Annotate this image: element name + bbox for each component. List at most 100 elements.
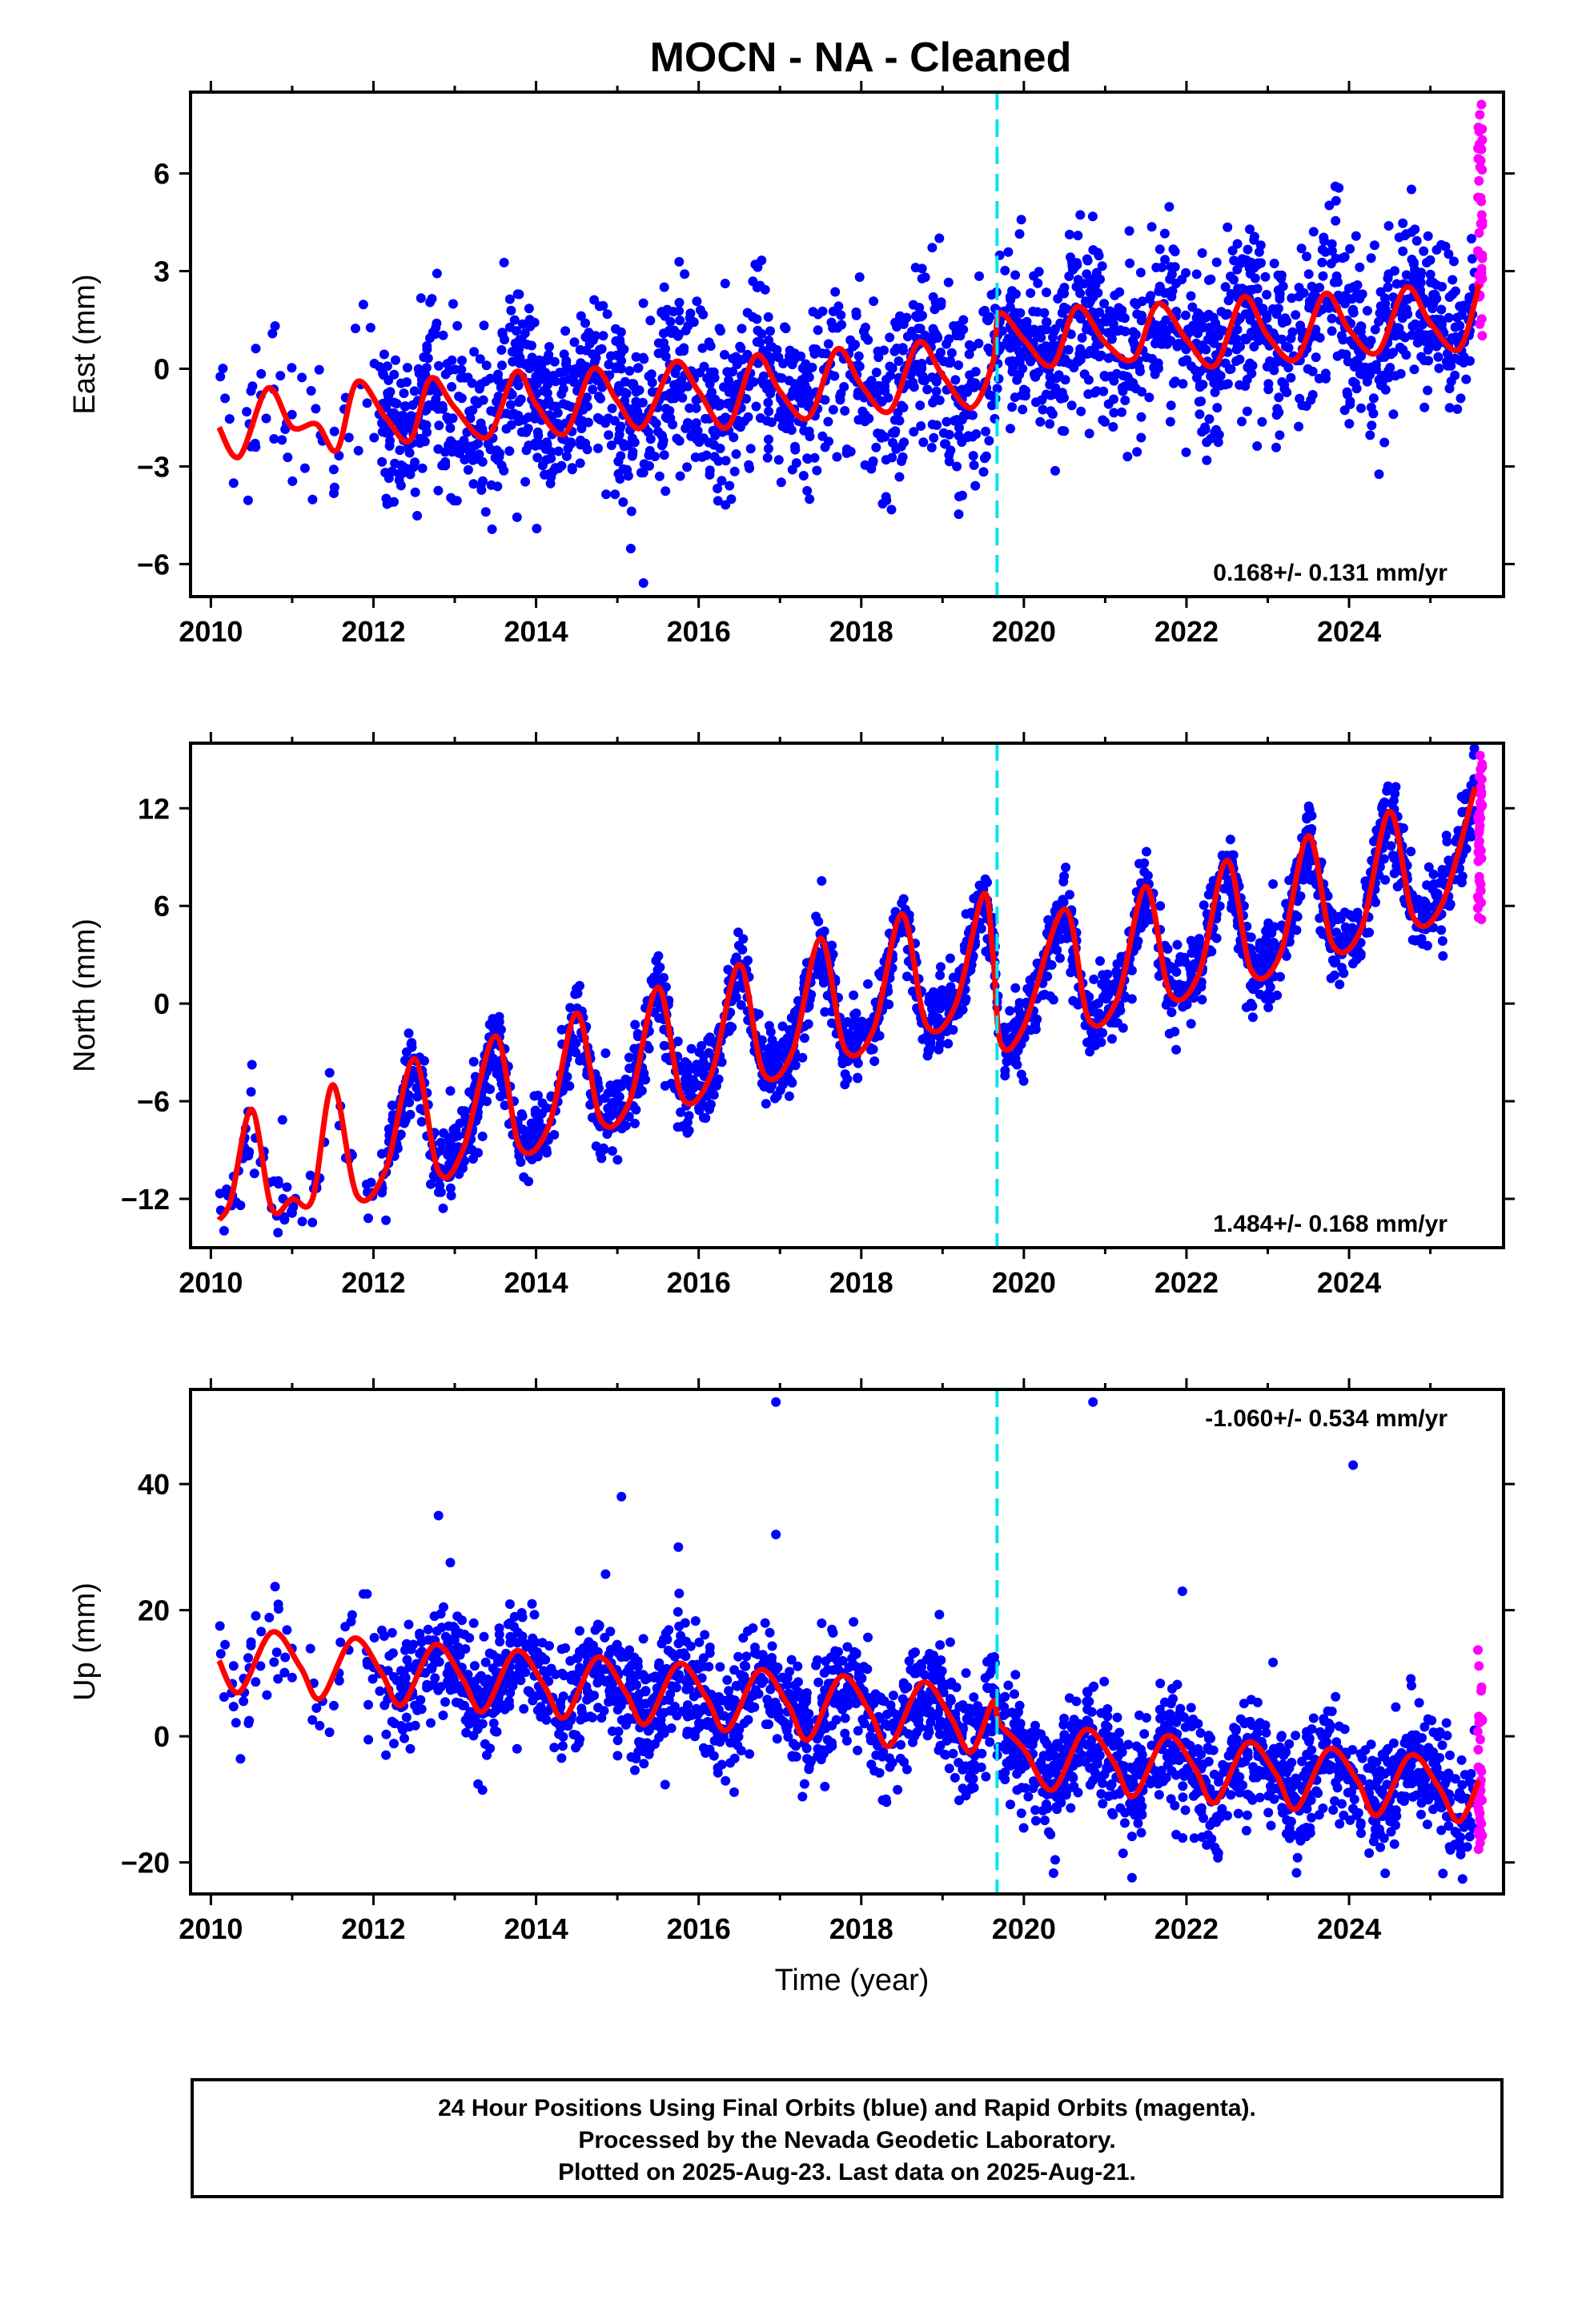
data-point-final [659, 450, 669, 460]
data-point-final [820, 395, 830, 405]
data-point-final [1186, 291, 1196, 301]
data-point-final [1016, 1069, 1026, 1080]
data-point-final [823, 339, 833, 349]
data-point-final [387, 1100, 397, 1111]
data-point-final [517, 1111, 528, 1121]
data-point-final [1319, 232, 1329, 243]
data-point-final [897, 452, 908, 462]
data-point-final [1136, 432, 1146, 443]
data-point-final [966, 907, 977, 918]
data-point-final [737, 324, 747, 334]
data-point-final [1370, 324, 1380, 335]
x-tick-label: 2010 [179, 615, 243, 648]
data-point-final [926, 1041, 936, 1051]
x-tick-label: 2022 [1154, 615, 1219, 648]
data-point-final [1455, 301, 1465, 312]
data-point-final [492, 455, 503, 465]
data-point-final [840, 406, 850, 416]
data-point-final [656, 440, 667, 451]
data-point-final [932, 331, 942, 341]
data-point-final [811, 344, 821, 355]
data-point-final [944, 429, 954, 440]
data-point-final [1296, 243, 1307, 254]
data-point-final [1318, 271, 1328, 281]
data-point-final [628, 447, 638, 457]
data-point-final [1031, 397, 1041, 408]
data-point-final [835, 392, 845, 402]
data-point-final [1227, 850, 1238, 860]
data-point-final [743, 955, 753, 966]
data-point-final [778, 1037, 789, 1047]
data-point-final [439, 1128, 448, 1138]
data-point-final [1186, 935, 1196, 946]
data-point-final [1128, 327, 1138, 337]
data-point-final [790, 444, 801, 455]
data-point-final [287, 363, 297, 373]
data-point-final [363, 1213, 373, 1224]
data-point-final [1069, 263, 1079, 273]
data-point-final [417, 375, 427, 385]
data-point-final [1357, 289, 1367, 300]
data-point-final [720, 279, 730, 288]
data-point-final [433, 444, 444, 454]
data-point-final [1281, 951, 1291, 961]
data-point-final [1007, 286, 1018, 296]
data-point-final [1086, 345, 1095, 356]
data-point-final [773, 412, 784, 422]
data-point-final [1247, 983, 1258, 994]
data-point-final [1215, 371, 1226, 381]
plot-frame [189, 742, 1505, 1249]
data-point-final [802, 384, 812, 395]
data-point-final [553, 446, 564, 456]
data-point-final [1090, 999, 1100, 1010]
data-point-final [871, 442, 881, 452]
data-point-final [299, 463, 310, 473]
data-point-final [1139, 866, 1150, 877]
data-point-final [776, 477, 786, 488]
data-point-final [1089, 974, 1099, 984]
data-point-rapid [1477, 250, 1488, 260]
data-point-final [1283, 363, 1294, 372]
data-point-final [1461, 374, 1472, 384]
data-point-final [1155, 901, 1166, 911]
data-point-final [1457, 806, 1468, 817]
data-point-final [929, 432, 939, 443]
data-point-final [1013, 1046, 1023, 1056]
data-point-final [964, 349, 974, 360]
data-point-final [1189, 959, 1199, 969]
data-point-final [1170, 376, 1180, 387]
data-point-final [529, 317, 540, 328]
data-point-final [497, 360, 507, 371]
data-point-final [1162, 944, 1173, 954]
data-point-final [1368, 393, 1379, 404]
data-point-final [829, 371, 840, 381]
data-point-final [329, 426, 339, 436]
data-point-final [833, 323, 843, 333]
data-point-final [492, 396, 502, 407]
data-point-final [742, 308, 753, 318]
data-point-final [1331, 215, 1341, 226]
data-point-final [517, 319, 528, 329]
data-point-final [899, 437, 909, 448]
data-point-rapid [1476, 268, 1487, 279]
data-point-final [1282, 388, 1292, 397]
data-point-final [1237, 416, 1247, 427]
data-point-final [1036, 344, 1046, 354]
data-point-final [765, 326, 775, 336]
data-point-final [268, 1176, 279, 1186]
data-point-final [646, 369, 656, 380]
data-point-final [964, 340, 974, 350]
data-point-final [509, 315, 520, 325]
data-point-final [597, 382, 608, 392]
data-point-final [1450, 322, 1460, 332]
data-point-final [235, 1200, 246, 1211]
data-point-final [1386, 841, 1396, 851]
data-point-final [1210, 387, 1220, 397]
data-point-final [898, 319, 909, 329]
data-point-final [784, 1091, 794, 1101]
data-point-final [841, 444, 852, 454]
data-point-final [1422, 880, 1432, 891]
data-point-final [763, 312, 773, 322]
data-point-final [379, 349, 389, 360]
data-point-final [644, 1043, 654, 1054]
